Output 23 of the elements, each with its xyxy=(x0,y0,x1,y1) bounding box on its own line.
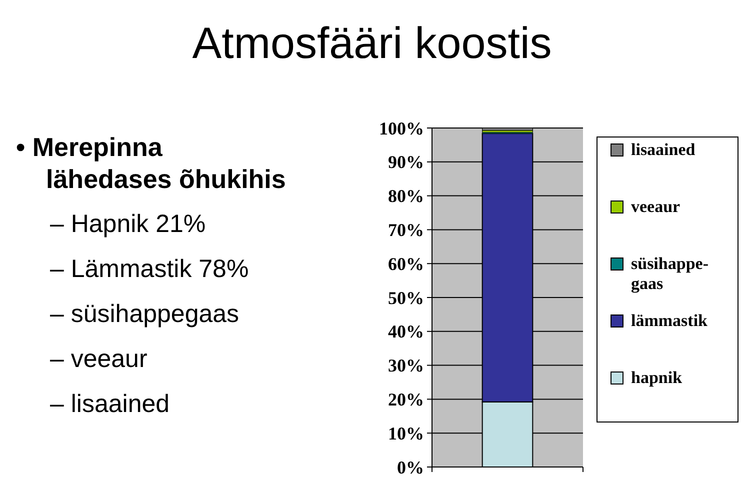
text: • Merepinna lähedases õhukihis xyxy=(16,132,286,194)
text: – lisaained xyxy=(50,390,170,418)
legend-label: lämmastik xyxy=(631,311,708,330)
text: – veeaur xyxy=(50,345,148,373)
y-tick-label: 60% xyxy=(388,254,424,274)
legend-label: veeaur xyxy=(631,197,681,216)
y-tick-label: 70% xyxy=(388,220,424,240)
legend-label: süsihappe-gaas xyxy=(631,254,709,293)
y-tick-label: 40% xyxy=(388,322,424,342)
y-tick-label: 80% xyxy=(388,186,424,206)
text: – Hapnik 21% xyxy=(50,210,206,238)
y-tick-label: 50% xyxy=(388,288,424,308)
text: – Lämmastik 78% xyxy=(50,255,249,283)
legend-label: hapnik xyxy=(631,368,683,387)
y-tick-label: 100% xyxy=(379,118,424,138)
y-tick-label: 0% xyxy=(397,457,424,478)
y-tick-label: 90% xyxy=(388,152,424,172)
text: – süsihappegaas xyxy=(50,300,240,328)
y-tick-label: 30% xyxy=(388,356,424,376)
y-tick-label: 10% xyxy=(388,423,424,444)
chart-title: Atmosfääri koostis xyxy=(192,19,552,68)
legend-label: lisaained xyxy=(631,140,696,159)
y-tick-label: 20% xyxy=(388,390,424,410)
